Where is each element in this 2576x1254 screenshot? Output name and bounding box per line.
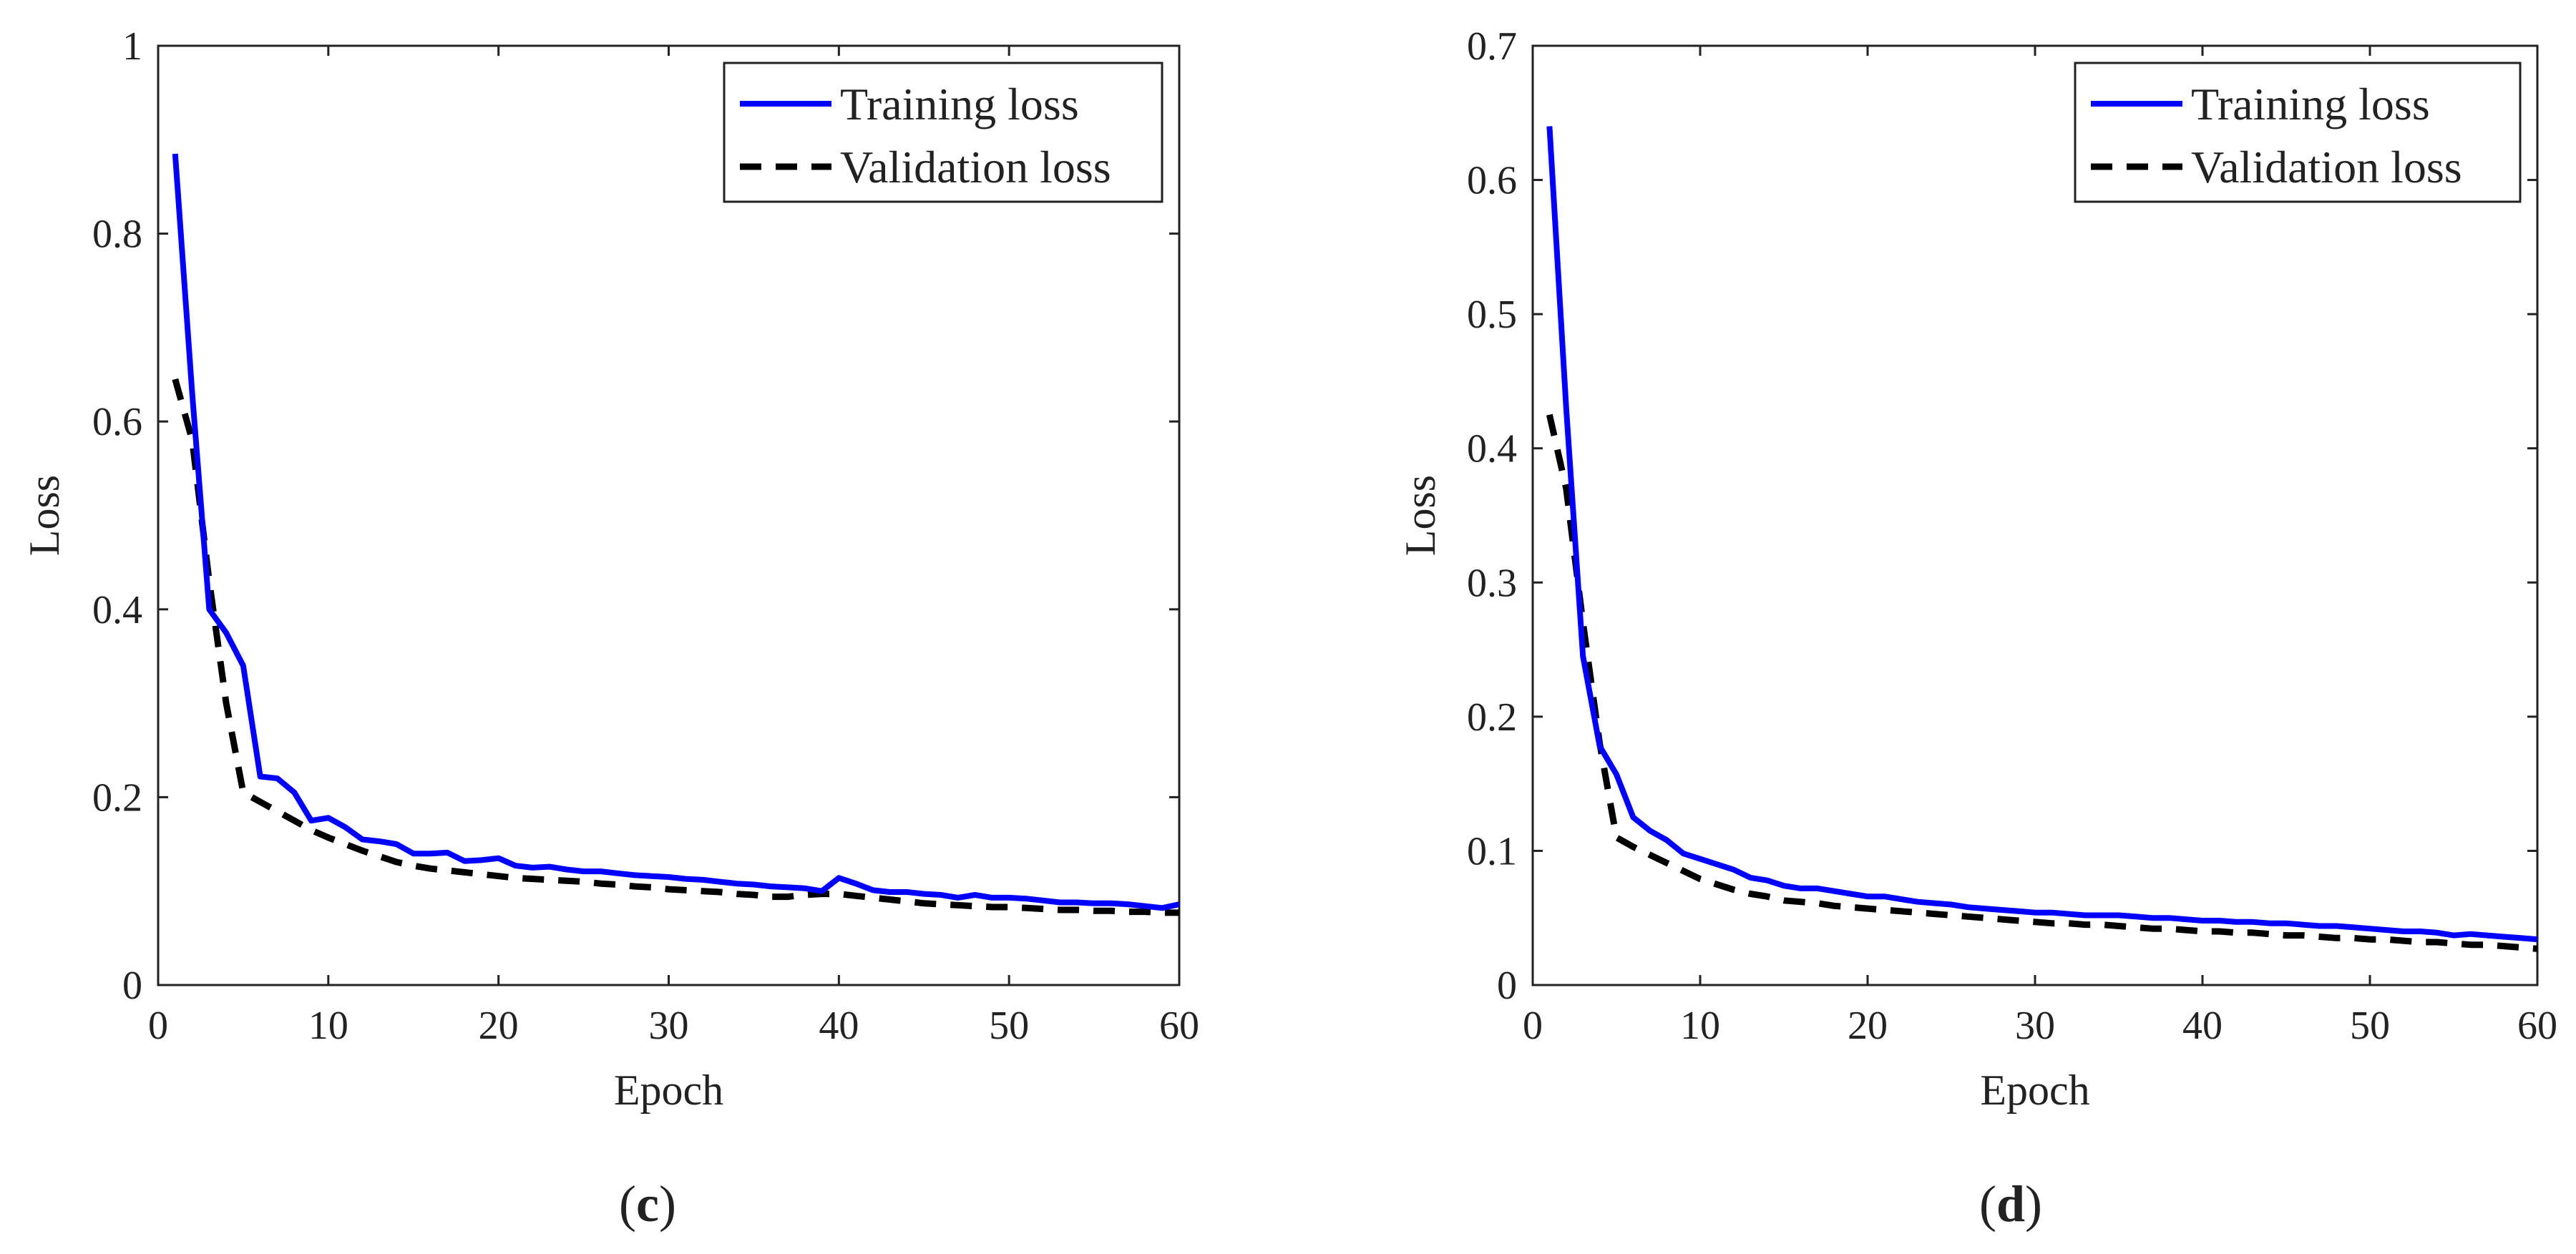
plot-area <box>172 153 1179 916</box>
legend-box <box>723 62 1163 203</box>
legend-validation-label: Validation loss <box>2191 142 2462 192</box>
validation-loss-line <box>1546 413 2537 952</box>
y-tick-label: 0.6 <box>1467 159 1517 203</box>
y-tick-label: 0.4 <box>92 588 142 632</box>
y-tick-label: 0.5 <box>1467 293 1517 337</box>
y-tick-label: 0.1 <box>1467 829 1517 873</box>
panel-caption: (c) <box>619 1175 676 1233</box>
x-tick-label: 20 <box>1848 1004 1888 1048</box>
y-tick-label: 1 <box>122 24 142 69</box>
legend-training-label: Training loss <box>840 79 1079 129</box>
x-tick-label: 10 <box>308 1004 348 1048</box>
panel-caption-letter: d <box>1996 1175 2025 1233</box>
y-tick-label: 0.8 <box>92 212 142 257</box>
legend-training-label: Training loss <box>2191 79 2430 129</box>
legend-box <box>2074 62 2522 203</box>
x-tick-label: 20 <box>479 1004 519 1048</box>
y-tick-label: 0 <box>1497 964 1517 1008</box>
chart-panel-c: 0 10 20 30 40 50 60 0 0.2 0.4 0.6 0.8 1 Epoch Loss Trai… <box>21 24 1199 1233</box>
y-tick-label: 0.6 <box>92 400 142 444</box>
x-tick-label: 60 <box>2517 1004 2557 1048</box>
validation-loss-line <box>172 378 1179 916</box>
x-tick-label: 30 <box>2015 1004 2055 1048</box>
x-tick-label: 40 <box>819 1004 859 1048</box>
training-loss-line <box>172 153 1179 911</box>
training-loss-line <box>1546 126 2537 943</box>
x-tick-label: 50 <box>989 1004 1029 1048</box>
y-axis-label: Loss <box>1397 475 1444 556</box>
x-tick-label: 30 <box>649 1004 689 1048</box>
panel-caption-letter: c <box>636 1175 659 1233</box>
legend-validation-label: Validation loss <box>840 142 1111 192</box>
x-tick-label: 50 <box>2350 1004 2390 1048</box>
panel-caption: (d) <box>1979 1175 2042 1233</box>
chart-panel-d: 0 10 20 30 40 50 60 0 0.1 0.2 0.3 0.4 0.5 0.6 0.7 Epoch… <box>1397 24 2557 1233</box>
x-tick-label: 40 <box>2182 1004 2223 1048</box>
legend: Training loss Validation loss <box>2074 62 2522 203</box>
y-tick-label: 0.3 <box>1467 561 1517 605</box>
x-tick-label: 10 <box>1680 1004 1720 1048</box>
y-tick-label: 0.2 <box>92 775 142 820</box>
y-tick-label: 0.2 <box>1467 695 1517 740</box>
legend: Training loss Validation loss <box>723 62 1163 203</box>
x-axis-label: Epoch <box>1980 1067 2089 1114</box>
y-tick-label: 0 <box>122 964 142 1008</box>
x-axis-label: Epoch <box>614 1067 723 1114</box>
x-tick-label: 60 <box>1159 1004 1199 1048</box>
x-tick-label: 0 <box>148 1004 168 1048</box>
y-tick-label: 0.4 <box>1467 427 1517 471</box>
x-tick-label: 0 <box>1523 1004 1543 1048</box>
y-axis-label: Loss <box>21 475 68 556</box>
y-tick-label: 0.7 <box>1467 24 1517 69</box>
plot-area <box>1546 126 2537 952</box>
